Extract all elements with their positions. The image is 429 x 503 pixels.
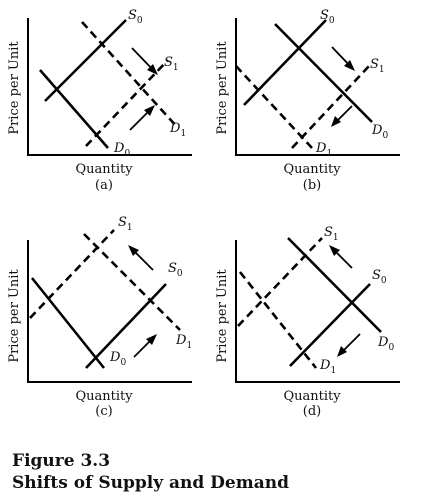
panel-letter: (a) bbox=[95, 178, 113, 193]
label-d0: D0 bbox=[371, 123, 388, 141]
arrowhead bbox=[146, 334, 157, 345]
label-d1: D1 bbox=[175, 333, 192, 351]
demand-curve-d0 bbox=[30, 277, 106, 369]
arrowhead bbox=[337, 346, 347, 357]
label-s0: S0 bbox=[320, 8, 335, 26]
supply-curve-s0 bbox=[85, 283, 167, 369]
y-axis-label: Price per Unit bbox=[215, 269, 230, 363]
axes bbox=[235, 240, 400, 383]
arrowhead bbox=[331, 116, 341, 127]
label-s0: S0 bbox=[128, 8, 143, 26]
panel-c: Price per Unit S1 S0 D1 D0 Quantity (c) bbox=[7, 215, 192, 419]
y-axis-label: Price per Unit bbox=[7, 41, 22, 135]
demand-curve-d0 bbox=[287, 237, 382, 333]
panel-letter: (d) bbox=[303, 404, 321, 419]
label-s1: S1 bbox=[324, 225, 339, 243]
label-s1: S1 bbox=[370, 57, 385, 75]
demand-curve-d0 bbox=[274, 23, 373, 123]
axes bbox=[27, 18, 192, 156]
demand-curve-d1 bbox=[81, 21, 179, 129]
supply-curve-s1 bbox=[29, 229, 115, 319]
panel-d: Price per Unit S1 S0 D0 D1 Quantity (d) bbox=[215, 225, 400, 419]
supply-curve-s0 bbox=[289, 283, 371, 367]
figure-number: Figure 3.3 bbox=[12, 451, 111, 471]
figure-title: Shifts of Supply and Demand bbox=[12, 473, 289, 493]
supply-curve-s1 bbox=[237, 237, 323, 327]
arrowhead bbox=[128, 245, 139, 256]
demand-curve-d1 bbox=[235, 65, 313, 149]
x-axis-label: Quantity bbox=[283, 162, 341, 177]
demand-curve-d1 bbox=[83, 233, 181, 331]
label-d0: D0 bbox=[377, 335, 394, 353]
supply-curve-s1 bbox=[85, 59, 169, 147]
axes bbox=[235, 18, 400, 156]
label-s1: S1 bbox=[118, 215, 133, 233]
arrowhead bbox=[144, 105, 155, 116]
x-axis-label: Quantity bbox=[75, 389, 133, 404]
label-s0: S0 bbox=[168, 261, 183, 279]
y-axis-label: Price per Unit bbox=[215, 41, 230, 135]
label-d1: D1 bbox=[315, 141, 332, 159]
x-axis-label: Quantity bbox=[283, 389, 341, 404]
label-s1: S1 bbox=[164, 55, 179, 73]
label-s0: S0 bbox=[372, 268, 387, 286]
panel-letter: (b) bbox=[303, 178, 321, 193]
arrowhead bbox=[147, 64, 158, 75]
label-d0: D0 bbox=[113, 141, 130, 159]
panel-b: Price per Unit S0 S1 D0 D1 Quantity (b) bbox=[215, 8, 400, 193]
panel-letter: (c) bbox=[95, 404, 112, 419]
label-d1: D1 bbox=[319, 358, 336, 376]
label-d1: D1 bbox=[169, 121, 186, 139]
axes bbox=[27, 240, 192, 383]
y-axis-label: Price per Unit bbox=[7, 269, 22, 363]
supply-curve-s0 bbox=[44, 19, 127, 102]
figure-diagram: Price per Unit S0 S1 D1 D0 Quantity (a) … bbox=[7, 8, 400, 419]
arrowhead bbox=[344, 60, 355, 71]
figure-caption: Figure 3.3 Shifts of Supply and Demand bbox=[12, 450, 289, 494]
supply-curve-s1 bbox=[291, 64, 371, 149]
arrowhead bbox=[329, 245, 340, 256]
demand-curve-d1 bbox=[238, 271, 318, 369]
x-axis-label: Quantity bbox=[75, 162, 133, 177]
panel-a: Price per Unit S0 S1 D1 D0 Quantity (a) bbox=[7, 8, 192, 193]
demand-curve-d0 bbox=[39, 69, 109, 149]
label-d0: D0 bbox=[109, 350, 126, 368]
